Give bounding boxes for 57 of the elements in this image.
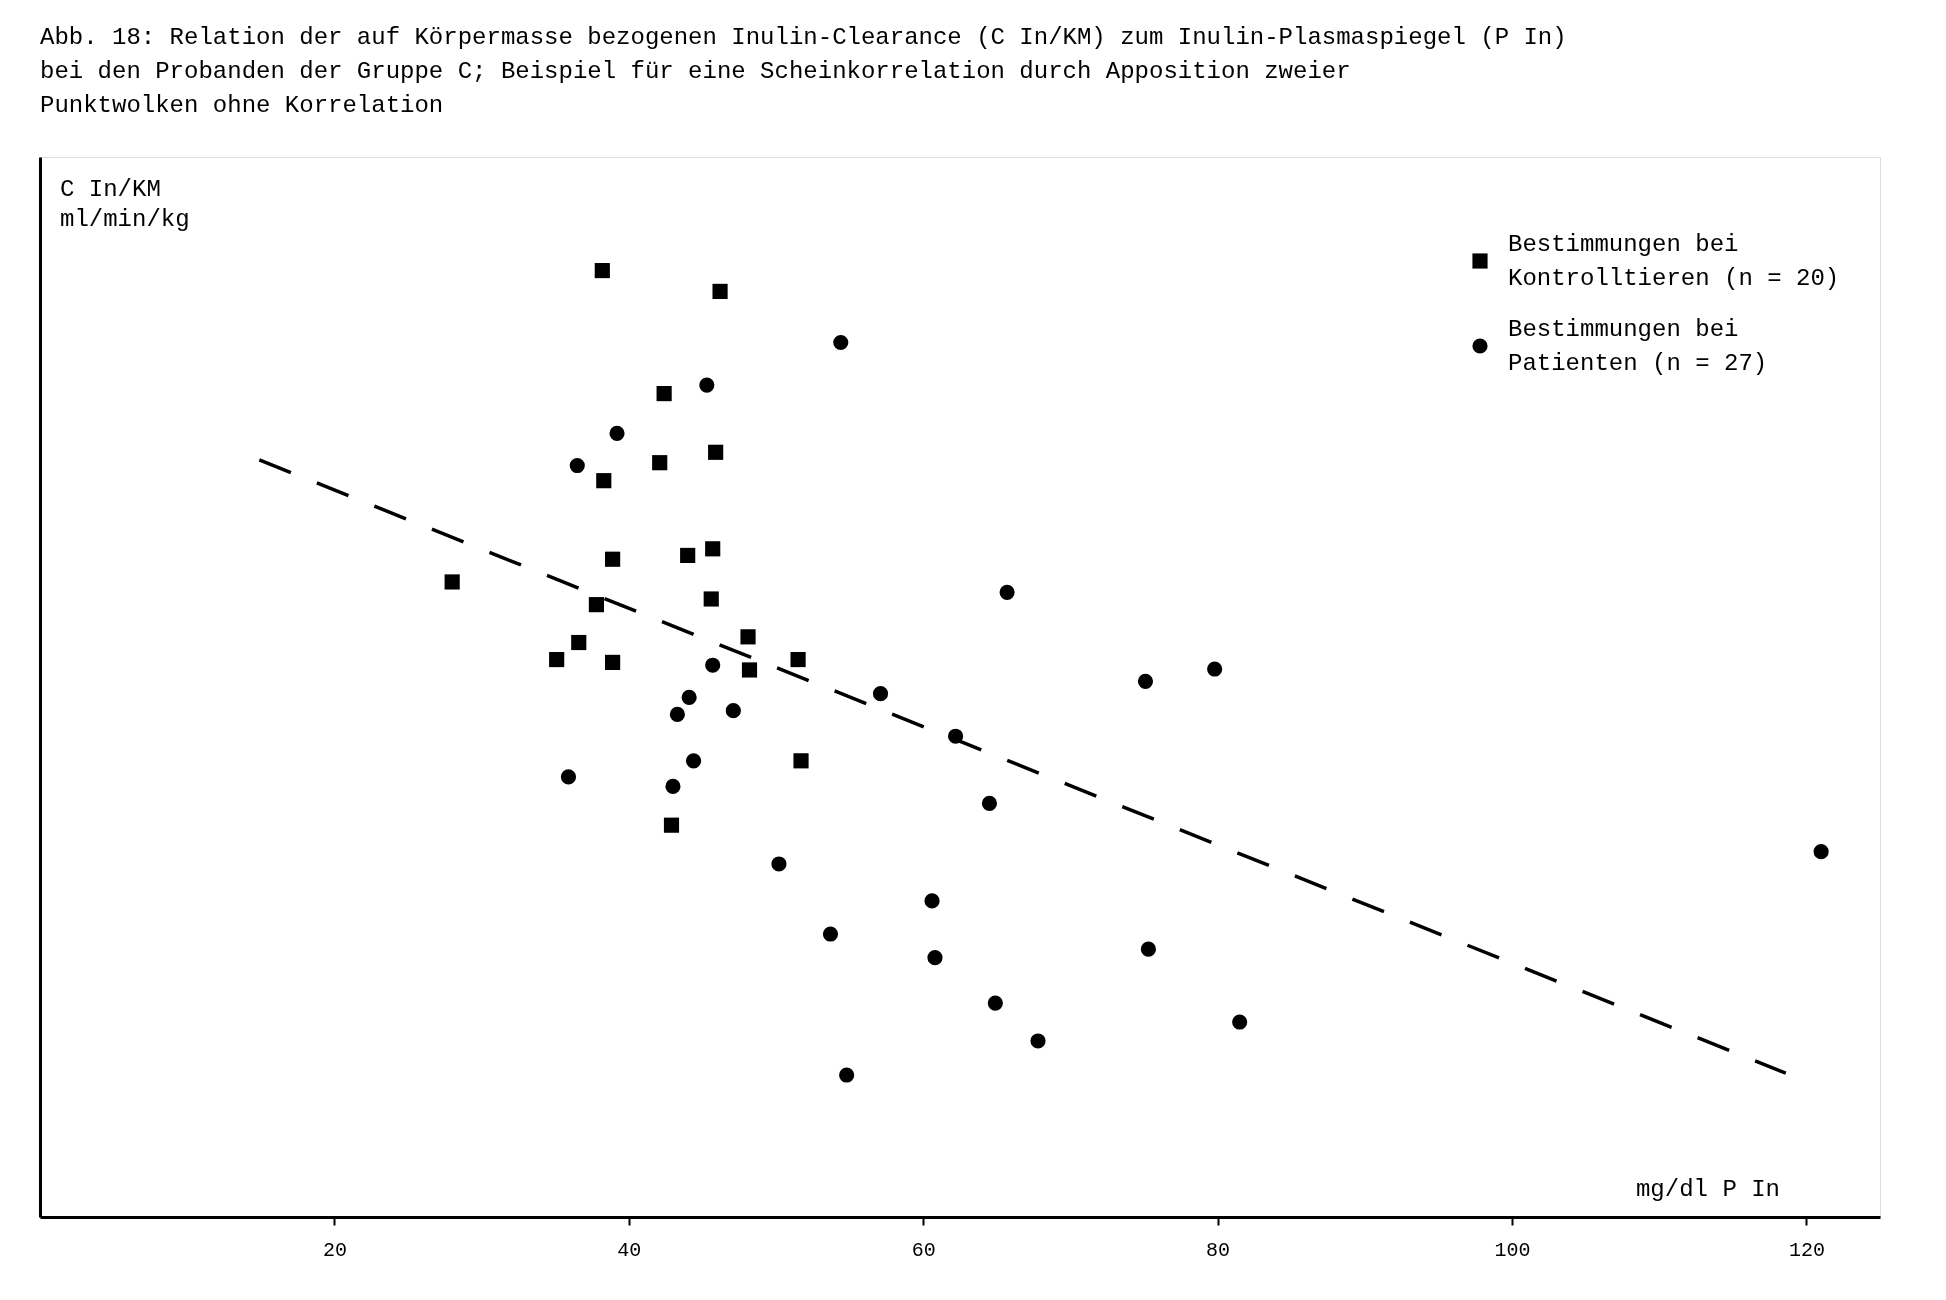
x-tick-label: 20 [322,1238,347,1262]
point [725,703,741,719]
point [1140,941,1156,957]
point [705,541,721,557]
point [669,706,685,723]
point [1232,1014,1248,1030]
point [987,995,1003,1011]
point [793,753,809,769]
point [596,473,612,489]
point [839,1067,855,1083]
point [685,753,702,769]
x-axis-title: mg/dl P In [1635,1176,1780,1203]
point [560,769,577,785]
point [609,425,625,441]
point [712,283,728,299]
point [740,629,756,645]
point [549,651,565,668]
point [924,893,940,909]
point [999,584,1015,600]
point [652,455,668,471]
x-tick-label: 40 [617,1238,642,1262]
point [790,651,806,668]
legend-label: Bestimmungen bei Kontrolltieren (n = 20) [1508,231,1840,292]
point [699,377,715,393]
x-tick-label: 100 [1494,1238,1531,1262]
point [680,547,696,564]
point [822,926,839,942]
point [656,386,672,402]
point [1207,661,1223,677]
x-tick-label: 60 [911,1238,936,1262]
point [665,778,681,794]
point [588,597,604,613]
point [708,444,724,460]
point [705,657,721,673]
point [771,856,787,872]
point [1813,844,1829,860]
point [594,262,610,279]
point [569,457,585,474]
point [1030,1033,1046,1049]
legend-label: Bestimmungen bei Patienten (n = 27) [1508,316,1768,377]
point [703,591,719,607]
point [571,634,587,651]
y-axis-title: C In/KM ml/min/kg [60,176,190,233]
x-tick-label: 120 [1788,1238,1825,1262]
point [663,817,680,833]
point [872,686,889,702]
point [605,551,621,567]
point [927,950,943,966]
point [981,795,998,811]
point [1137,673,1154,689]
point [741,662,758,678]
point [681,689,697,705]
x-tick-label: 80 [1206,1238,1231,1262]
chart-title: Abb. 18: Relation der auf Körpermasse bezogenen Inulin-Clearance (C In/KM) zum Inulin-Plasmaspiegel (P In) bei den Probanden der Gruppe C; Beispiel für eine Scheinkorrelation durch Apposition zweier Punktwolken ohne Korrelation [40,24,1567,119]
point [605,654,621,670]
point [444,574,460,590]
point [833,334,849,351]
